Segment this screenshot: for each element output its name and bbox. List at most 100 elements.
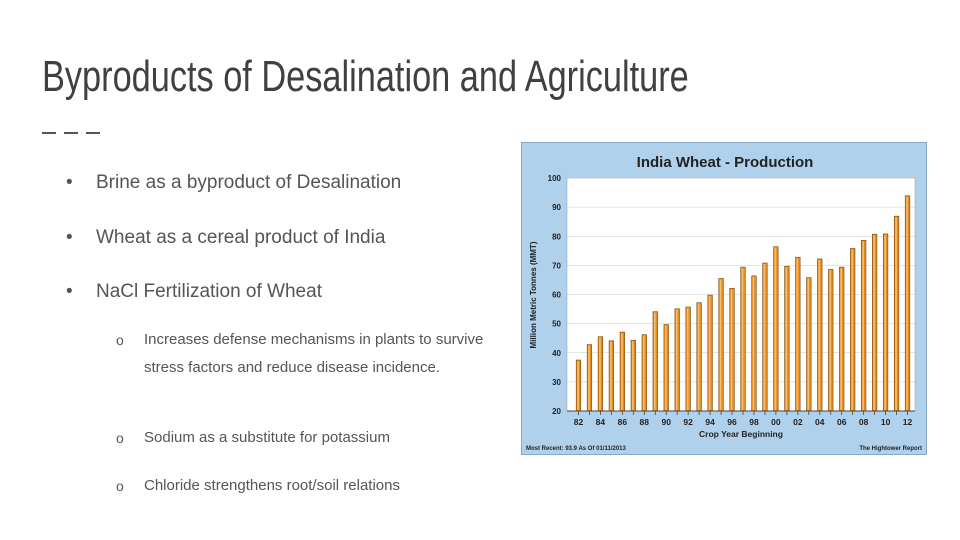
y-tick-label: 90 <box>552 203 561 212</box>
bar-highlight <box>829 270 832 410</box>
bar-highlight <box>873 235 875 410</box>
bar-highlight <box>807 278 810 410</box>
bar-highlight <box>664 325 667 410</box>
bullet-text: NaCl Fertilization of Wheat <box>96 281 322 302</box>
bar <box>696 302 702 412</box>
bar-highlight <box>621 333 623 410</box>
bar-highlight <box>577 361 579 410</box>
bar-highlight <box>610 341 612 410</box>
bar <box>575 359 582 412</box>
sub-bullet-marker: o <box>116 332 124 348</box>
bar-highlight <box>686 308 689 410</box>
y-tick-label: 50 <box>552 320 561 329</box>
sub-bullet-text: Chloride strengthens root/soil relations <box>144 477 400 494</box>
bar <box>740 266 746 412</box>
x-tick-label: 12 <box>903 417 913 427</box>
x-tick-label: 92 <box>683 417 693 427</box>
bar-highlight <box>697 303 700 410</box>
bar <box>850 248 856 412</box>
bar-highlight <box>741 268 744 410</box>
bar <box>904 195 911 412</box>
bar-highlight <box>752 276 755 410</box>
bar-highlight <box>675 309 678 410</box>
bar <box>663 324 669 412</box>
bar <box>597 336 604 412</box>
slide-title: Byproducts of Desalination and Agricultu… <box>42 52 689 101</box>
bar-highlight <box>818 259 821 410</box>
y-tick-label: 20 <box>552 407 561 416</box>
bar <box>882 233 889 412</box>
y-axis-ticks: 20 30 40 50 60 70 80 90 100 <box>548 174 562 416</box>
bar <box>773 246 779 412</box>
wheat-production-chart: India Wheat - Production 20 30 40 50 60 70 80 9… <box>521 142 927 455</box>
x-tick-label: 00 <box>771 417 781 427</box>
x-axis-label: Crop Year Beginning <box>699 429 783 439</box>
bar <box>872 233 878 412</box>
y-tick-label: 80 <box>552 232 561 241</box>
sub-bullet-marker: o <box>116 478 124 494</box>
bullet-marker: • <box>66 172 73 193</box>
bar-highlight <box>642 335 645 410</box>
chart-canvas: India Wheat - Production 20 30 40 50 60 70 80 9… <box>526 154 922 452</box>
bar-highlight <box>763 264 766 410</box>
chart-title: India Wheat - Production <box>637 154 814 171</box>
y-tick-label: 70 <box>552 261 561 270</box>
bar <box>707 294 713 412</box>
bar <box>619 331 625 412</box>
bar <box>762 262 768 412</box>
x-tick-label: 94 <box>705 417 715 427</box>
y-axis-label: Million Metric Tonnes (MMT) <box>529 241 538 348</box>
x-tick-label: 84 <box>596 417 606 427</box>
x-tick-label: 98 <box>749 417 759 427</box>
bar-highlight <box>884 234 886 410</box>
bar <box>784 265 790 412</box>
bar <box>674 308 680 412</box>
bar <box>630 339 636 412</box>
bar-highlight <box>895 217 897 410</box>
y-tick-label: 60 <box>552 291 561 300</box>
bar-highlight <box>730 289 733 410</box>
bar <box>685 306 691 412</box>
x-tick-label: 06 <box>837 417 847 427</box>
bar-highlight <box>653 312 656 410</box>
bar <box>893 215 900 412</box>
bar <box>641 334 647 412</box>
bar <box>608 340 614 412</box>
y-tick-label: 100 <box>548 174 562 183</box>
bar-highlight <box>906 196 908 410</box>
x-axis-ticks: 82 84 86 88 90 92 94 96 98 00 02 04 06 08 10 12 <box>574 411 913 427</box>
x-tick-label: 08 <box>859 417 869 427</box>
bar <box>795 256 801 412</box>
bar <box>828 269 834 412</box>
bar-highlight <box>588 345 590 410</box>
x-tick-label: 88 <box>640 417 650 427</box>
bar-highlight <box>774 247 777 410</box>
bullet-marker: • <box>66 227 73 248</box>
bar <box>586 344 593 412</box>
bar <box>839 266 845 412</box>
bar <box>718 278 724 412</box>
bar-highlight <box>796 258 799 410</box>
sub-bullet-marker: o <box>116 430 124 446</box>
x-tick-label: 96 <box>727 417 737 427</box>
x-tick-label: 10 <box>881 417 891 427</box>
title-underline-decoration <box>42 132 100 134</box>
sub-bullet-text: Increases defense mechanisms in plants t… <box>144 331 484 376</box>
y-tick-label: 40 <box>552 349 561 358</box>
bar <box>861 240 867 412</box>
bar-highlight <box>851 249 853 410</box>
bar-highlight <box>785 267 788 410</box>
bar <box>751 275 757 412</box>
bar <box>817 258 823 412</box>
bar-highlight <box>862 241 864 410</box>
sub-bullet-text: Sodium as a substitute for potassium <box>144 429 390 446</box>
bar-highlight <box>632 341 634 410</box>
x-tick-label: 82 <box>574 417 584 427</box>
bar-highlight <box>719 279 722 410</box>
bar-highlight <box>708 296 711 410</box>
x-tick-label: 02 <box>793 417 803 427</box>
x-tick-label: 86 <box>618 417 628 427</box>
y-tick-label: 30 <box>552 378 561 387</box>
bar-highlight <box>840 268 843 410</box>
bar <box>806 277 812 412</box>
